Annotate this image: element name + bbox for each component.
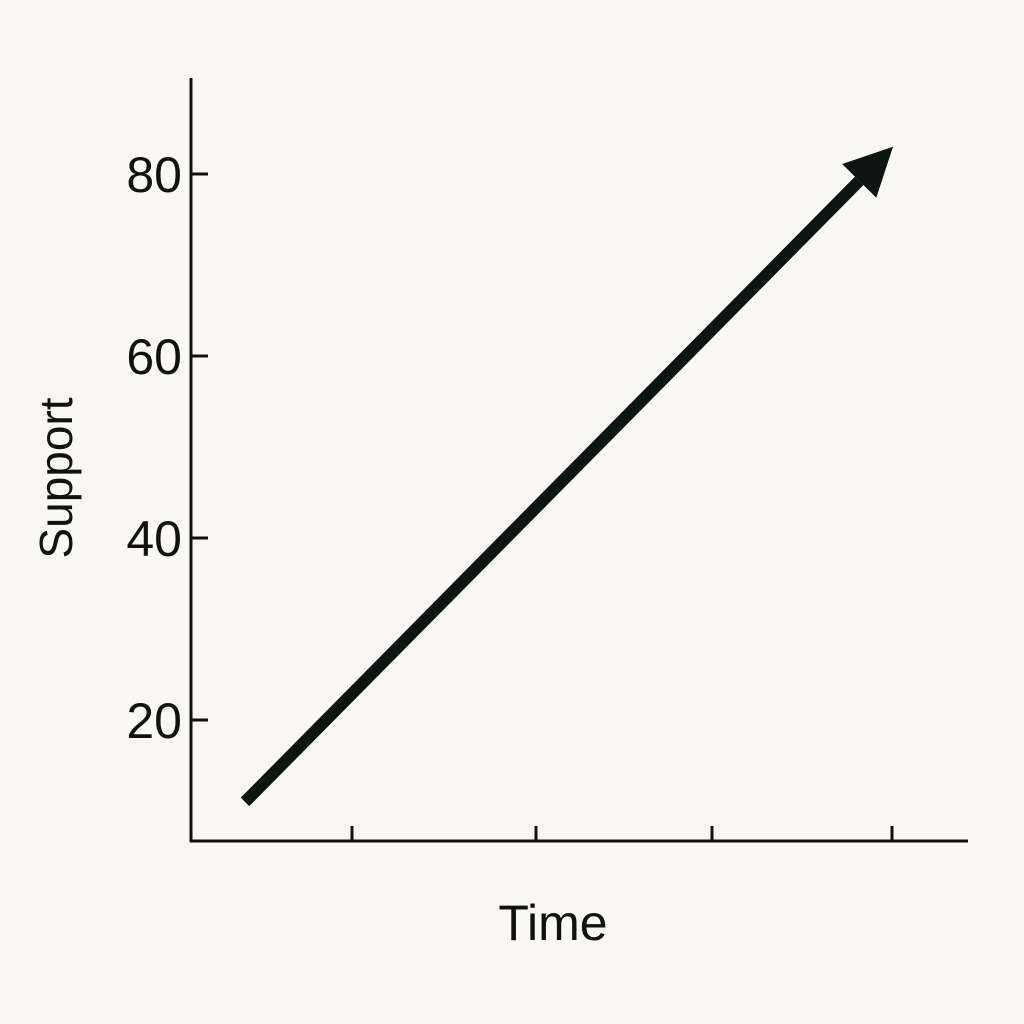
y-axis-label: Support [30,397,82,558]
trend-line [240,176,864,807]
y-tick-label: 40 [126,511,182,567]
y-tick-label: 60 [126,329,182,385]
y-tick-label: 20 [126,693,182,749]
y-tick-label: 80 [126,147,182,203]
arrow-head [842,146,893,198]
x-axis-label: Time [498,895,607,951]
